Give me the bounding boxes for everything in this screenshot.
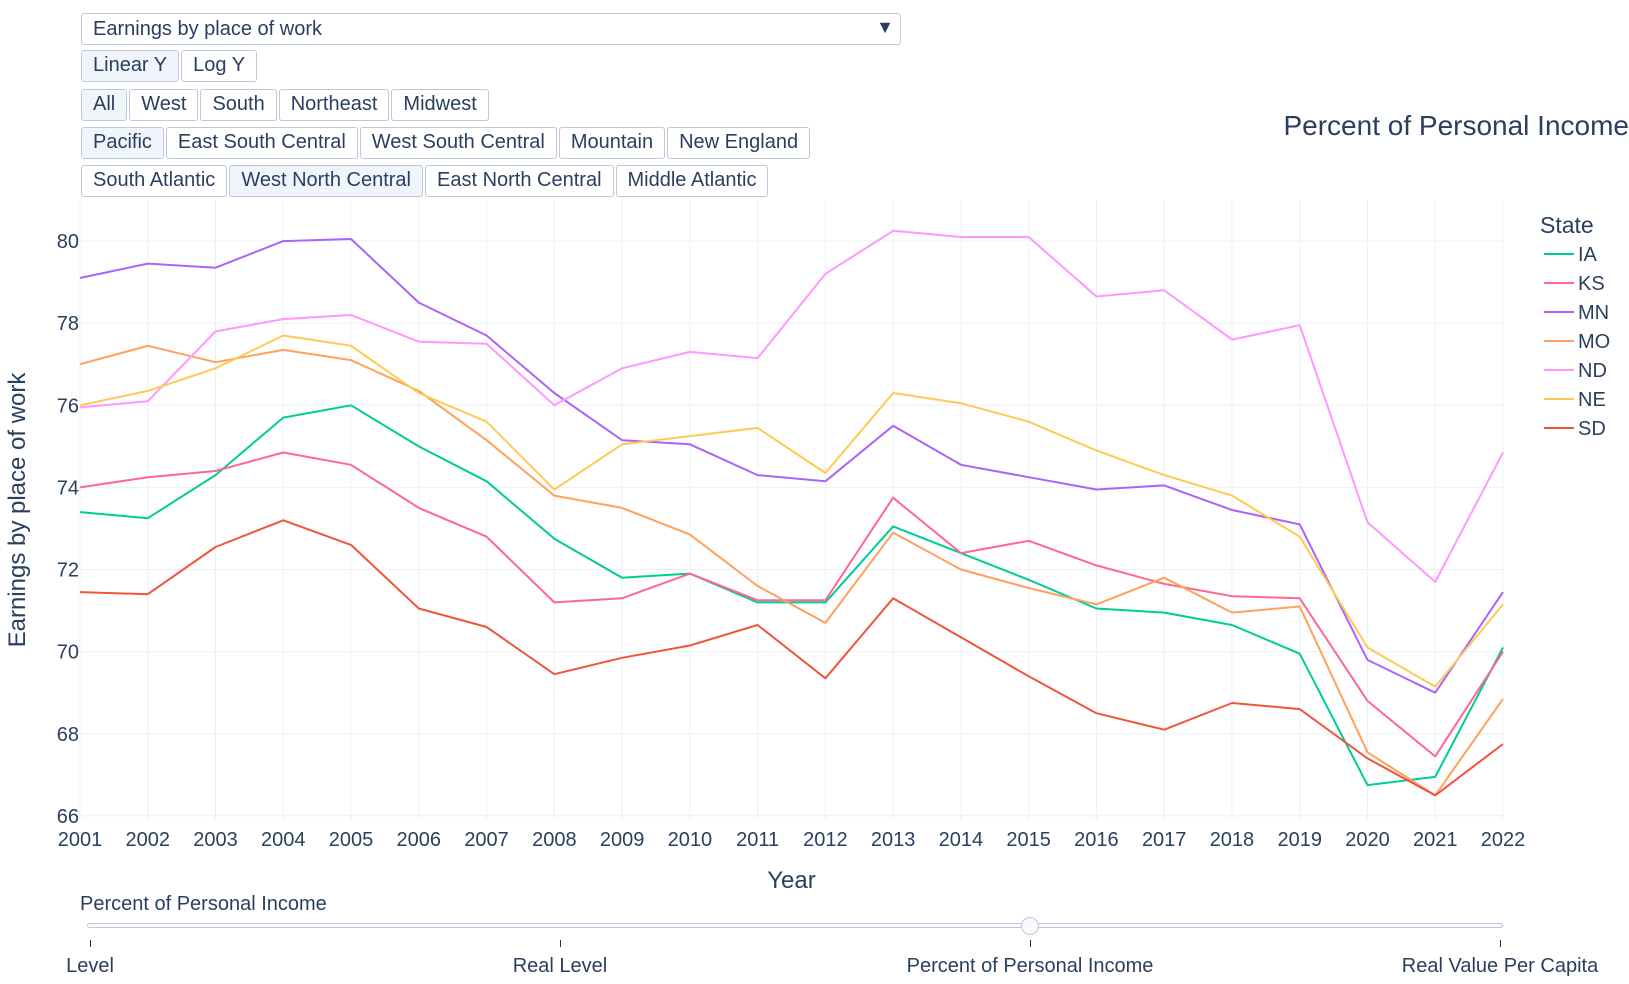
series-lines <box>79 229 1504 797</box>
mountain-button[interactable]: Mountain <box>558 127 666 159</box>
x-tick-label: 2007 <box>464 829 509 851</box>
midwest-button[interactable]: Midwest <box>391 89 489 121</box>
slider-step-level[interactable]: Level <box>66 955 114 977</box>
legend-item-ks[interactable]: KS <box>1544 273 1605 295</box>
linear-y-button[interactable]: Linear Y <box>81 50 180 82</box>
division-button-group-1: Pacific East South Central West South Cent… <box>81 127 811 159</box>
series-line-nd[interactable] <box>79 229 1504 583</box>
series-line-sd[interactable] <box>79 519 1504 797</box>
y-tick-label: 66 <box>57 806 79 828</box>
series-line-mo[interactable] <box>79 344 1504 797</box>
x-tick-label: 2009 <box>600 829 645 851</box>
x-tick-label: 2015 <box>1006 829 1051 851</box>
new-england-button[interactable]: New England <box>667 127 811 159</box>
legend-label: MN <box>1578 302 1609 324</box>
legend-label: ND <box>1578 360 1607 382</box>
y-tick-label: 72 <box>57 560 79 582</box>
y-tick-label: 80 <box>57 231 79 253</box>
slider-track[interactable] <box>87 923 1503 928</box>
south-atlantic-button[interactable]: South Atlantic <box>81 165 228 197</box>
west-button[interactable]: West <box>129 89 199 121</box>
y-tick-label: 70 <box>57 642 79 664</box>
legend-item-mo[interactable]: MO <box>1544 331 1610 353</box>
x-tick-label: 2022 <box>1481 829 1526 851</box>
x-tick-label: 2005 <box>329 829 374 851</box>
x-tick-label: 2002 <box>126 829 171 851</box>
grid-lines <box>79 200 1504 820</box>
region-button-group: All West South Northeast Midwest <box>81 89 489 121</box>
pacific-button[interactable]: Pacific <box>81 127 164 159</box>
x-tick-label: 2006 <box>397 829 442 851</box>
x-tick-label: 2018 <box>1210 829 1255 851</box>
x-tick-label: 2013 <box>871 829 916 851</box>
axes: 2001 2002 2003 2004 2005 2006 2007 2008 2009 2010… <box>4 231 1525 894</box>
x-tick-label: 2012 <box>803 829 848 851</box>
east-south-central-button[interactable]: East South Central <box>165 127 358 159</box>
chevron-down-icon: ▼ <box>876 17 894 37</box>
slider-step-real-value-per-capita[interactable]: Real Value Per Capita <box>1401 955 1599 977</box>
log-y-button[interactable]: Log Y <box>181 50 258 82</box>
y-tick-label: 76 <box>57 395 79 417</box>
x-tick-label: 2010 <box>668 829 713 851</box>
legend-label: NE <box>1578 389 1606 411</box>
x-tick-label: 2020 <box>1345 829 1390 851</box>
east-north-central-button[interactable]: East North Central <box>425 165 614 197</box>
northeast-button[interactable]: Northeast <box>278 89 390 121</box>
legend-item-sd[interactable]: SD <box>1544 418 1606 440</box>
measure-dropdown[interactable]: Earnings by place of work ▼ <box>81 13 901 45</box>
slider-step-percent-of-personal-income[interactable]: Percent of Personal Income <box>906 955 1154 977</box>
series-line-ne[interactable] <box>79 334 1504 688</box>
series-line-mn[interactable] <box>79 238 1504 694</box>
legend-title: State <box>1540 212 1594 238</box>
x-tick-label: 2019 <box>1277 829 1322 851</box>
slider-tick <box>1500 940 1501 947</box>
slider-tick <box>560 940 561 947</box>
south-button[interactable]: South <box>200 89 277 121</box>
scale-button-group: Linear Y Log Y <box>81 50 258 82</box>
x-tick-label: 2004 <box>261 829 306 851</box>
legend: State IA KS MN MO ND NE SD <box>1540 212 1610 440</box>
legend-item-nd[interactable]: ND <box>1544 360 1607 382</box>
x-tick-label: 2017 <box>1142 829 1187 851</box>
legend-item-mn[interactable]: MN <box>1544 302 1609 324</box>
slider-tick <box>1030 940 1031 947</box>
west-north-central-button[interactable]: West North Central <box>229 165 423 197</box>
legend-label: KS <box>1578 273 1605 295</box>
series-line-ks[interactable] <box>79 451 1504 758</box>
y-tick-label: 78 <box>57 313 79 335</box>
legend-label: IA <box>1578 244 1598 266</box>
all-button[interactable]: All <box>81 89 128 121</box>
series-line-ia[interactable] <box>79 404 1504 787</box>
x-tick-label: 2014 <box>939 829 984 851</box>
slider-tick <box>90 940 91 947</box>
legend-item-ia[interactable]: IA <box>1544 244 1598 266</box>
x-axis-label: Year <box>767 867 816 894</box>
slider-step-real-level[interactable]: Real Level <box>512 955 608 977</box>
legend-label: SD <box>1578 418 1606 440</box>
slider-label: Percent of Personal Income <box>80 893 327 915</box>
y-axis-label: Earnings by place of work <box>4 372 31 648</box>
slider-handle[interactable] <box>1021 917 1039 935</box>
legend-label: MO <box>1578 331 1610 353</box>
y-tick-label: 74 <box>57 477 79 499</box>
division-button-group-2: South Atlantic West North Central East Nor… <box>81 165 769 197</box>
measure-dropdown-value: Earnings by place of work <box>93 18 323 40</box>
x-tick-label: 2021 <box>1413 829 1458 851</box>
x-tick-label: 2011 <box>736 829 779 851</box>
legend-item-ne[interactable]: NE <box>1544 389 1606 411</box>
y-tick-label: 68 <box>57 724 79 746</box>
x-tick-label: 2003 <box>193 829 238 851</box>
middle-atlantic-button[interactable]: Middle Atlantic <box>615 165 769 197</box>
chart-title: Percent of Personal Income <box>1283 110 1629 141</box>
x-tick-label: 2001 <box>58 829 103 851</box>
x-tick-label: 2016 <box>1074 829 1119 851</box>
x-tick-label: 2008 <box>532 829 577 851</box>
west-south-central-button[interactable]: West South Central <box>359 127 557 159</box>
